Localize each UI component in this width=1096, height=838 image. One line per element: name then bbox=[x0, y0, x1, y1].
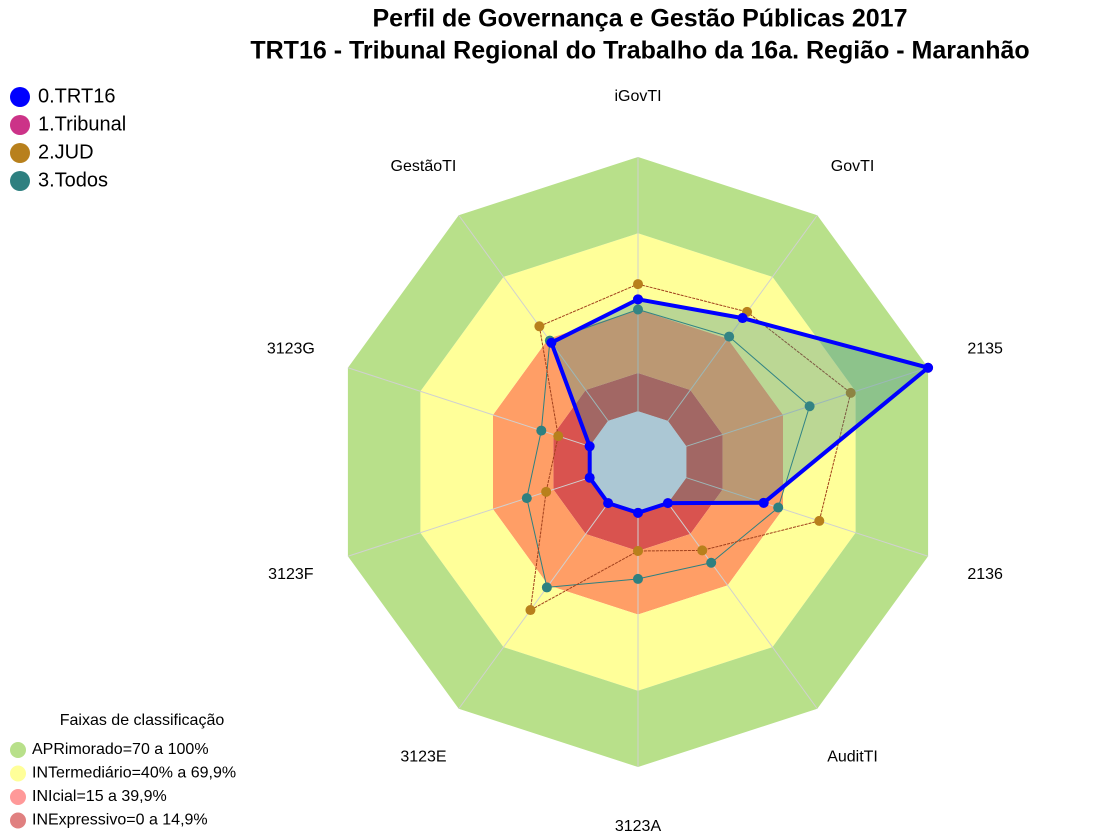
axis-label: 2136 bbox=[967, 566, 1003, 583]
spoke bbox=[458, 214, 609, 422]
series-point bbox=[521, 493, 532, 504]
series-point bbox=[737, 313, 748, 324]
axis-label: 3123G bbox=[267, 340, 315, 357]
series-point bbox=[525, 605, 536, 616]
axis-label: iGovTI bbox=[614, 88, 661, 105]
legend-marker bbox=[10, 87, 30, 107]
axis-label: 2135 bbox=[967, 340, 1003, 357]
legend-marker bbox=[10, 171, 30, 191]
series-point bbox=[603, 498, 614, 509]
band-legend-marker bbox=[10, 812, 26, 829]
band-legend-label: INIcial=15 a 39,9% bbox=[32, 788, 167, 805]
series-point bbox=[584, 441, 595, 452]
axis-label: 3123F bbox=[268, 566, 314, 583]
series-point bbox=[706, 557, 717, 568]
series-point bbox=[584, 472, 595, 483]
legend-label: 2.JUD bbox=[38, 141, 94, 163]
axis-label: 3123E bbox=[400, 749, 446, 766]
series-point bbox=[804, 401, 815, 412]
center-hole bbox=[589, 411, 687, 513]
series-point bbox=[724, 331, 735, 342]
series-point bbox=[553, 431, 564, 442]
series-point bbox=[845, 387, 856, 398]
bands-legend-title: Faixas de classificação bbox=[60, 712, 225, 729]
band-legend-label: APRimorado=70 a 100% bbox=[32, 741, 209, 758]
series-point bbox=[923, 362, 934, 373]
series-point bbox=[633, 573, 643, 584]
legend-marker bbox=[10, 115, 30, 135]
band-legend-marker bbox=[10, 789, 26, 805]
series-point bbox=[758, 497, 769, 508]
chart-title: Perfil de Governança e Gestão Públicas 2… bbox=[373, 5, 908, 33]
axis-label: GestãoTI bbox=[391, 158, 457, 175]
legend-label: 3.Todos bbox=[38, 169, 108, 191]
series-point bbox=[814, 515, 825, 526]
series-point bbox=[773, 502, 784, 513]
series-point bbox=[662, 498, 673, 509]
band bbox=[420, 233, 856, 691]
spoke bbox=[458, 502, 609, 710]
band-legend-marker bbox=[10, 742, 26, 758]
band-legend-marker bbox=[10, 765, 26, 782]
series-point bbox=[541, 486, 552, 497]
band bbox=[553, 373, 723, 551]
series-point bbox=[633, 507, 643, 518]
legend-label: 0.TRT16 bbox=[38, 85, 115, 107]
axis-label: 3123A bbox=[615, 818, 662, 835]
band-legend-label: INTermediário=40% a 69,9% bbox=[32, 765, 236, 782]
series-point bbox=[541, 582, 552, 593]
spoke bbox=[686, 477, 929, 557]
series-point bbox=[633, 279, 643, 290]
series-point bbox=[697, 545, 708, 556]
axis-label: AuditTI bbox=[827, 749, 878, 766]
spoke bbox=[667, 502, 818, 710]
chart-subtitle: TRT16 - Tribunal Regional do Trabalho da… bbox=[250, 37, 1029, 65]
axis-label: GovTI bbox=[831, 158, 875, 175]
legend-label: 1.Tribunal bbox=[38, 113, 126, 135]
band-legend-label: INExpressivo=0 a 14,9% bbox=[32, 812, 208, 829]
series-point bbox=[534, 321, 545, 332]
legend-marker bbox=[10, 143, 30, 163]
series-point bbox=[633, 294, 643, 305]
series-point bbox=[536, 425, 547, 436]
series-point bbox=[633, 304, 643, 315]
series-point bbox=[546, 337, 557, 348]
spoke bbox=[347, 367, 590, 447]
series-point bbox=[633, 545, 643, 556]
